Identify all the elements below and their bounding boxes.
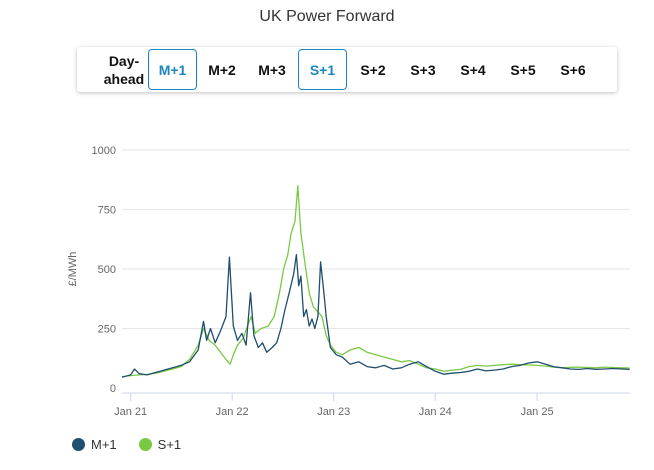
y-tick-label: 750 — [98, 205, 116, 217]
tab-m2[interactable]: M+2 — [208, 61, 236, 78]
x-tick-label: Jan 22 — [216, 406, 249, 418]
x-tick-label: Jan 23 — [317, 406, 350, 418]
series-line-s1 — [121, 185, 630, 378]
y-tick-label: 0 — [110, 383, 116, 395]
tab-day-ahead-line-1: Day- — [108, 52, 140, 69]
tab-s2[interactable]: S+2 — [360, 61, 386, 78]
page-title: UK Power Forward — [259, 8, 395, 25]
legend-label-s1: S+1 — [157, 437, 182, 452]
x-tick-label: Jan 21 — [114, 406, 147, 418]
legend-label-m1: M+1 — [91, 437, 117, 452]
tab-s3[interactable]: S+3 — [410, 61, 436, 78]
y-tick-label: 250 — [98, 324, 116, 336]
legend-item-m1[interactable]: M+1 — [72, 437, 117, 452]
tab-s4[interactable]: S+4 — [460, 61, 486, 78]
x-tick-label: Jan 24 — [419, 406, 452, 418]
y-axis-label: £/MWh — [67, 252, 79, 287]
legend-dot-s1 — [138, 438, 152, 451]
tab-s5[interactable]: S+5 — [510, 61, 536, 78]
tab-day-ahead-line-2: ahead — [103, 70, 145, 87]
tab-day-ahead[interactable]: Day- ahead — [99, 49, 149, 90]
series-line-m1 — [121, 254, 630, 378]
contract-tab-bar: Day- ahead M+1 M+2 M+3 S+1 S+2 S+3 S+4 S… — [77, 47, 617, 92]
tab-s6[interactable]: S+6 — [560, 61, 586, 78]
tab-m3[interactable]: M+3 — [258, 61, 286, 78]
y-tick-label: 1000 — [92, 145, 116, 157]
y-tick-label: 500 — [98, 264, 116, 276]
legend-item-s1[interactable]: S+1 — [138, 437, 182, 452]
tab-m1[interactable]: M+1 — [148, 49, 197, 90]
chart-legend: M+1 S+1 — [72, 437, 181, 452]
price-chart: 0 250 500 750 1000 Jan 21 Jan 22 Jan 23 Jan 24 Ja… — [67, 145, 630, 418]
legend-dot-m1 — [72, 438, 85, 451]
tab-s1[interactable]: S+1 — [298, 49, 347, 90]
tab-day-ahead-label: Day- ahead — [104, 52, 144, 88]
x-tick-label: Jan 25 — [521, 406, 554, 418]
